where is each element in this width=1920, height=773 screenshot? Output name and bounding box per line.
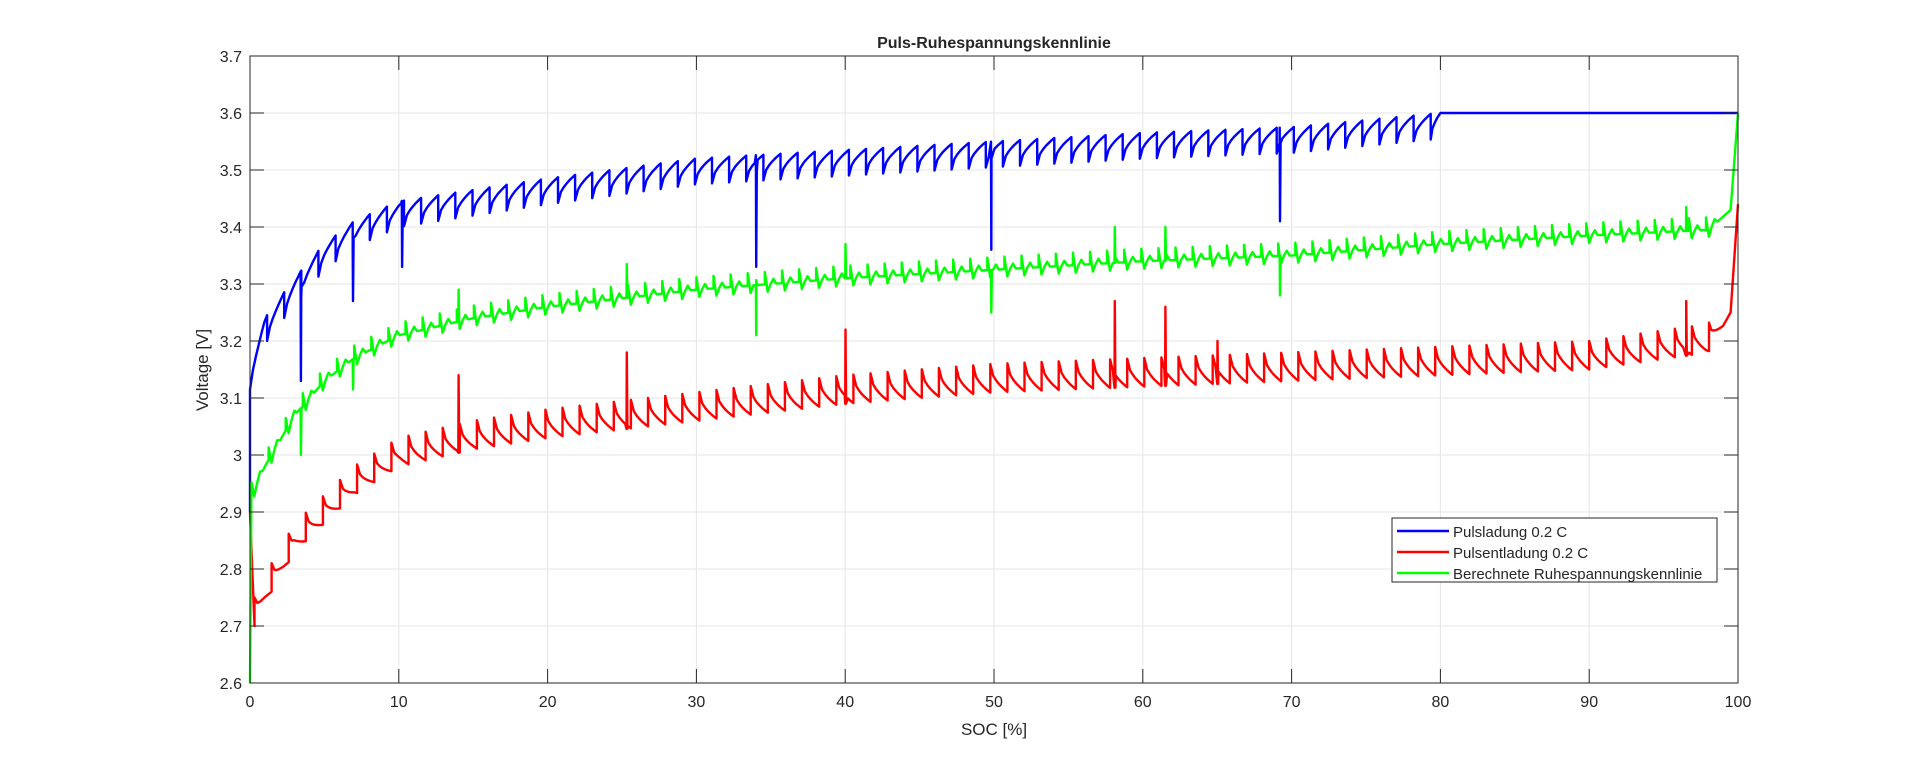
series-line-1 bbox=[248, 111, 1738, 512]
series-lines bbox=[248, 111, 1740, 684]
x-tick-label: 70 bbox=[1283, 694, 1301, 711]
series-line-2 bbox=[248, 204, 1740, 628]
y-tick-label: 3.5 bbox=[220, 163, 242, 180]
y-tick-label: 2.9 bbox=[220, 505, 242, 522]
y-tick-label: 3.6 bbox=[220, 106, 242, 123]
y-tick-label: 2.7 bbox=[220, 619, 242, 636]
y-tick-label: 3.3 bbox=[220, 277, 242, 294]
x-tick-label: 60 bbox=[1134, 694, 1152, 711]
y-tick-label: 2.8 bbox=[220, 562, 242, 579]
x-tick-label: 80 bbox=[1432, 694, 1450, 711]
legend-box bbox=[1391, 517, 1718, 583]
x-axis-label: SOC [%] bbox=[961, 720, 1027, 739]
y-axis-label: Voltage [V] bbox=[193, 329, 212, 411]
x-tick-label: 90 bbox=[1580, 694, 1598, 711]
legend-label-2: Pulsentladung 0.2 C bbox=[1453, 545, 1588, 562]
x-tick-label: 40 bbox=[836, 694, 854, 711]
legend-label-3: Berechnete Ruhespannungskennlinie bbox=[1453, 566, 1702, 583]
y-tick-label: 2.6 bbox=[220, 676, 242, 693]
y-tick-label: 3.2 bbox=[220, 334, 242, 351]
x-tick-label: 0 bbox=[246, 694, 255, 711]
x-tick-label: 100 bbox=[1725, 694, 1752, 711]
chart-title: Puls-Ruhespannungskennlinie bbox=[877, 35, 1111, 52]
y-tick-label: 3.4 bbox=[220, 220, 242, 237]
series-line-3 bbox=[248, 112, 1740, 684]
legend-label-1: Pulsladung 0.2 C bbox=[1453, 524, 1567, 541]
x-tick-label: 30 bbox=[688, 694, 706, 711]
y-tick-label: 3.1 bbox=[220, 391, 242, 408]
x-tick-label: 10 bbox=[390, 694, 408, 711]
x-tick-label: 20 bbox=[539, 694, 557, 711]
ticks: 0 10 20 30 40 50 60 70 80 90 100 2.6 2.7 2.8 2.9 3 3.1 3.… bbox=[220, 49, 1752, 711]
x-tick-label: 50 bbox=[985, 694, 1003, 711]
y-tick-label: 3.7 bbox=[220, 49, 242, 66]
legend: Pulsladung 0.2 C Pulsentladung 0.2 C Berec… bbox=[1391, 517, 1718, 583]
y-tick-label: 3 bbox=[233, 448, 242, 465]
